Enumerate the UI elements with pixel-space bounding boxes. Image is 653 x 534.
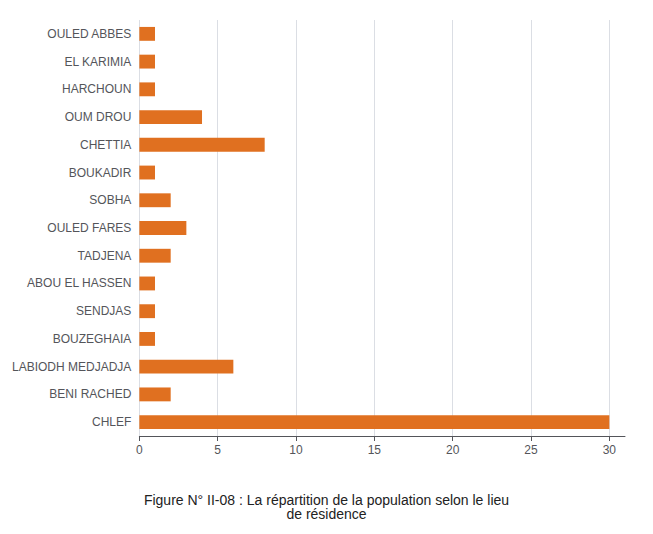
svg-text:10: 10 [289, 443, 303, 457]
svg-text:BOUKADIR: BOUKADIR [69, 166, 132, 180]
svg-text:BOUZEGHAIA: BOUZEGHAIA [53, 332, 132, 346]
svg-text:OULED ABBES: OULED ABBES [47, 27, 131, 41]
svg-text:CHETTIA: CHETTIA [80, 138, 131, 152]
svg-text:30: 30 [603, 443, 617, 457]
svg-text:5: 5 [214, 443, 221, 457]
svg-text:de résidence: de résidence [286, 506, 366, 522]
svg-text:SENDJAS: SENDJAS [76, 304, 131, 318]
svg-text:CHLEF: CHLEF [92, 415, 131, 429]
svg-text:25: 25 [524, 443, 538, 457]
svg-text:OUM DROU: OUM DROU [65, 110, 132, 124]
svg-text:15: 15 [368, 443, 382, 457]
svg-text:TADJENA: TADJENA [78, 249, 132, 263]
svg-text:HARCHOUN: HARCHOUN [62, 82, 131, 96]
svg-text:Figure N° II-08 : La répartiti: Figure N° II-08 : La répartition de la p… [143, 492, 510, 508]
svg-text:SOBHA: SOBHA [89, 193, 131, 207]
svg-text:OULED FARES: OULED FARES [47, 221, 131, 235]
svg-text:ABOU EL HASSEN: ABOU EL HASSEN [27, 276, 131, 290]
svg-text:BENI RACHED: BENI RACHED [49, 387, 131, 401]
svg-text:EL KARIMIA: EL KARIMIA [64, 55, 131, 69]
svg-text:20: 20 [446, 443, 460, 457]
svg-text:LABIODH MEDJADJA: LABIODH MEDJADJA [12, 360, 131, 374]
svg-text:0: 0 [136, 443, 143, 457]
